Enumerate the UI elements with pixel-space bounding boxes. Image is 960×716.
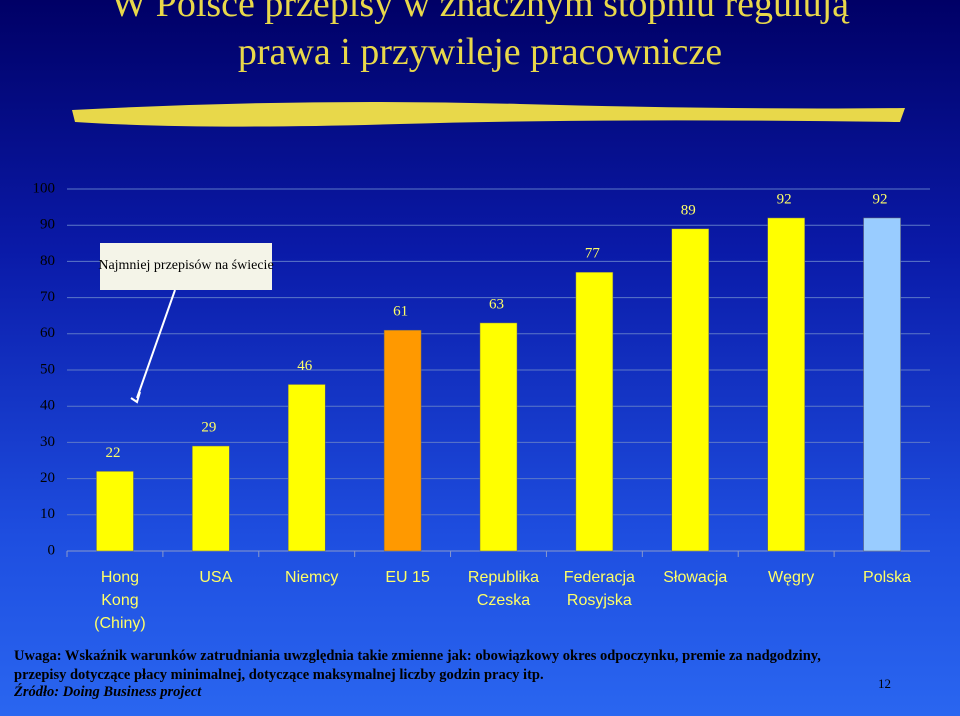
x-tick-label: Polska bbox=[863, 569, 912, 586]
y-tick-label: 70 bbox=[40, 289, 55, 305]
bar bbox=[479, 322, 518, 552]
value-label: 46 bbox=[297, 358, 313, 374]
x-tick-label: Niemcy bbox=[285, 569, 339, 586]
y-tick-label: 30 bbox=[40, 434, 55, 450]
value-label: 89 bbox=[681, 202, 696, 218]
y-tick-label: 60 bbox=[40, 325, 55, 341]
bar bbox=[383, 329, 422, 552]
y-tick-label: 100 bbox=[33, 180, 56, 196]
y-tick-label: 20 bbox=[40, 470, 55, 486]
x-tick-label: USA bbox=[199, 569, 233, 586]
y-tick-label: 10 bbox=[40, 506, 55, 522]
value-label: 29 bbox=[201, 419, 216, 435]
annotation-arrow bbox=[136, 289, 176, 399]
y-tick-label: 0 bbox=[48, 542, 56, 558]
page-number: 12 bbox=[878, 676, 891, 691]
bar bbox=[767, 217, 805, 552]
title-line: W Polsce przepisy w znacznym stopniu reg… bbox=[111, 0, 849, 25]
x-tick-label: Słowacja bbox=[663, 569, 728, 586]
value-label: 92 bbox=[777, 191, 792, 207]
annotation-box bbox=[100, 243, 272, 290]
value-label: 22 bbox=[105, 445, 120, 461]
y-tick-label: 50 bbox=[40, 361, 55, 377]
value-label: 61 bbox=[393, 304, 408, 320]
footnote: Uwaga: Wskaźnik warunków zatrudniania uw… bbox=[14, 648, 821, 664]
title-line: prawa i przywileje pracownicze bbox=[237, 31, 723, 73]
bar bbox=[287, 384, 326, 552]
bar bbox=[671, 228, 710, 552]
x-tick-label: Federacja Rosyjska bbox=[563, 569, 635, 609]
source: Źródło: Doing Business project bbox=[14, 684, 202, 700]
value-label: 77 bbox=[585, 246, 601, 262]
y-tick-label: 80 bbox=[40, 253, 55, 269]
bar bbox=[575, 272, 614, 552]
annotation-text: Najmniej przepisów na świecie bbox=[98, 258, 273, 273]
bar bbox=[863, 217, 901, 552]
value-label: 92 bbox=[873, 191, 888, 207]
footnote: przepisy dotyczące płacy minimalnej, dot… bbox=[14, 667, 544, 683]
title-underline bbox=[72, 102, 905, 127]
x-tick-label: Republika Czeska bbox=[467, 569, 540, 609]
bar bbox=[96, 471, 134, 552]
x-tick-label: Hong Kong (Chiny) bbox=[94, 569, 146, 632]
value-label: 63 bbox=[489, 296, 504, 312]
x-tick-label: EU 15 bbox=[385, 569, 430, 586]
y-tick-label: 90 bbox=[40, 217, 55, 233]
arrow-head bbox=[130, 391, 141, 404]
y-tick-label: 40 bbox=[40, 398, 55, 414]
x-tick-label: Węgry bbox=[768, 569, 815, 586]
bar bbox=[192, 445, 230, 552]
